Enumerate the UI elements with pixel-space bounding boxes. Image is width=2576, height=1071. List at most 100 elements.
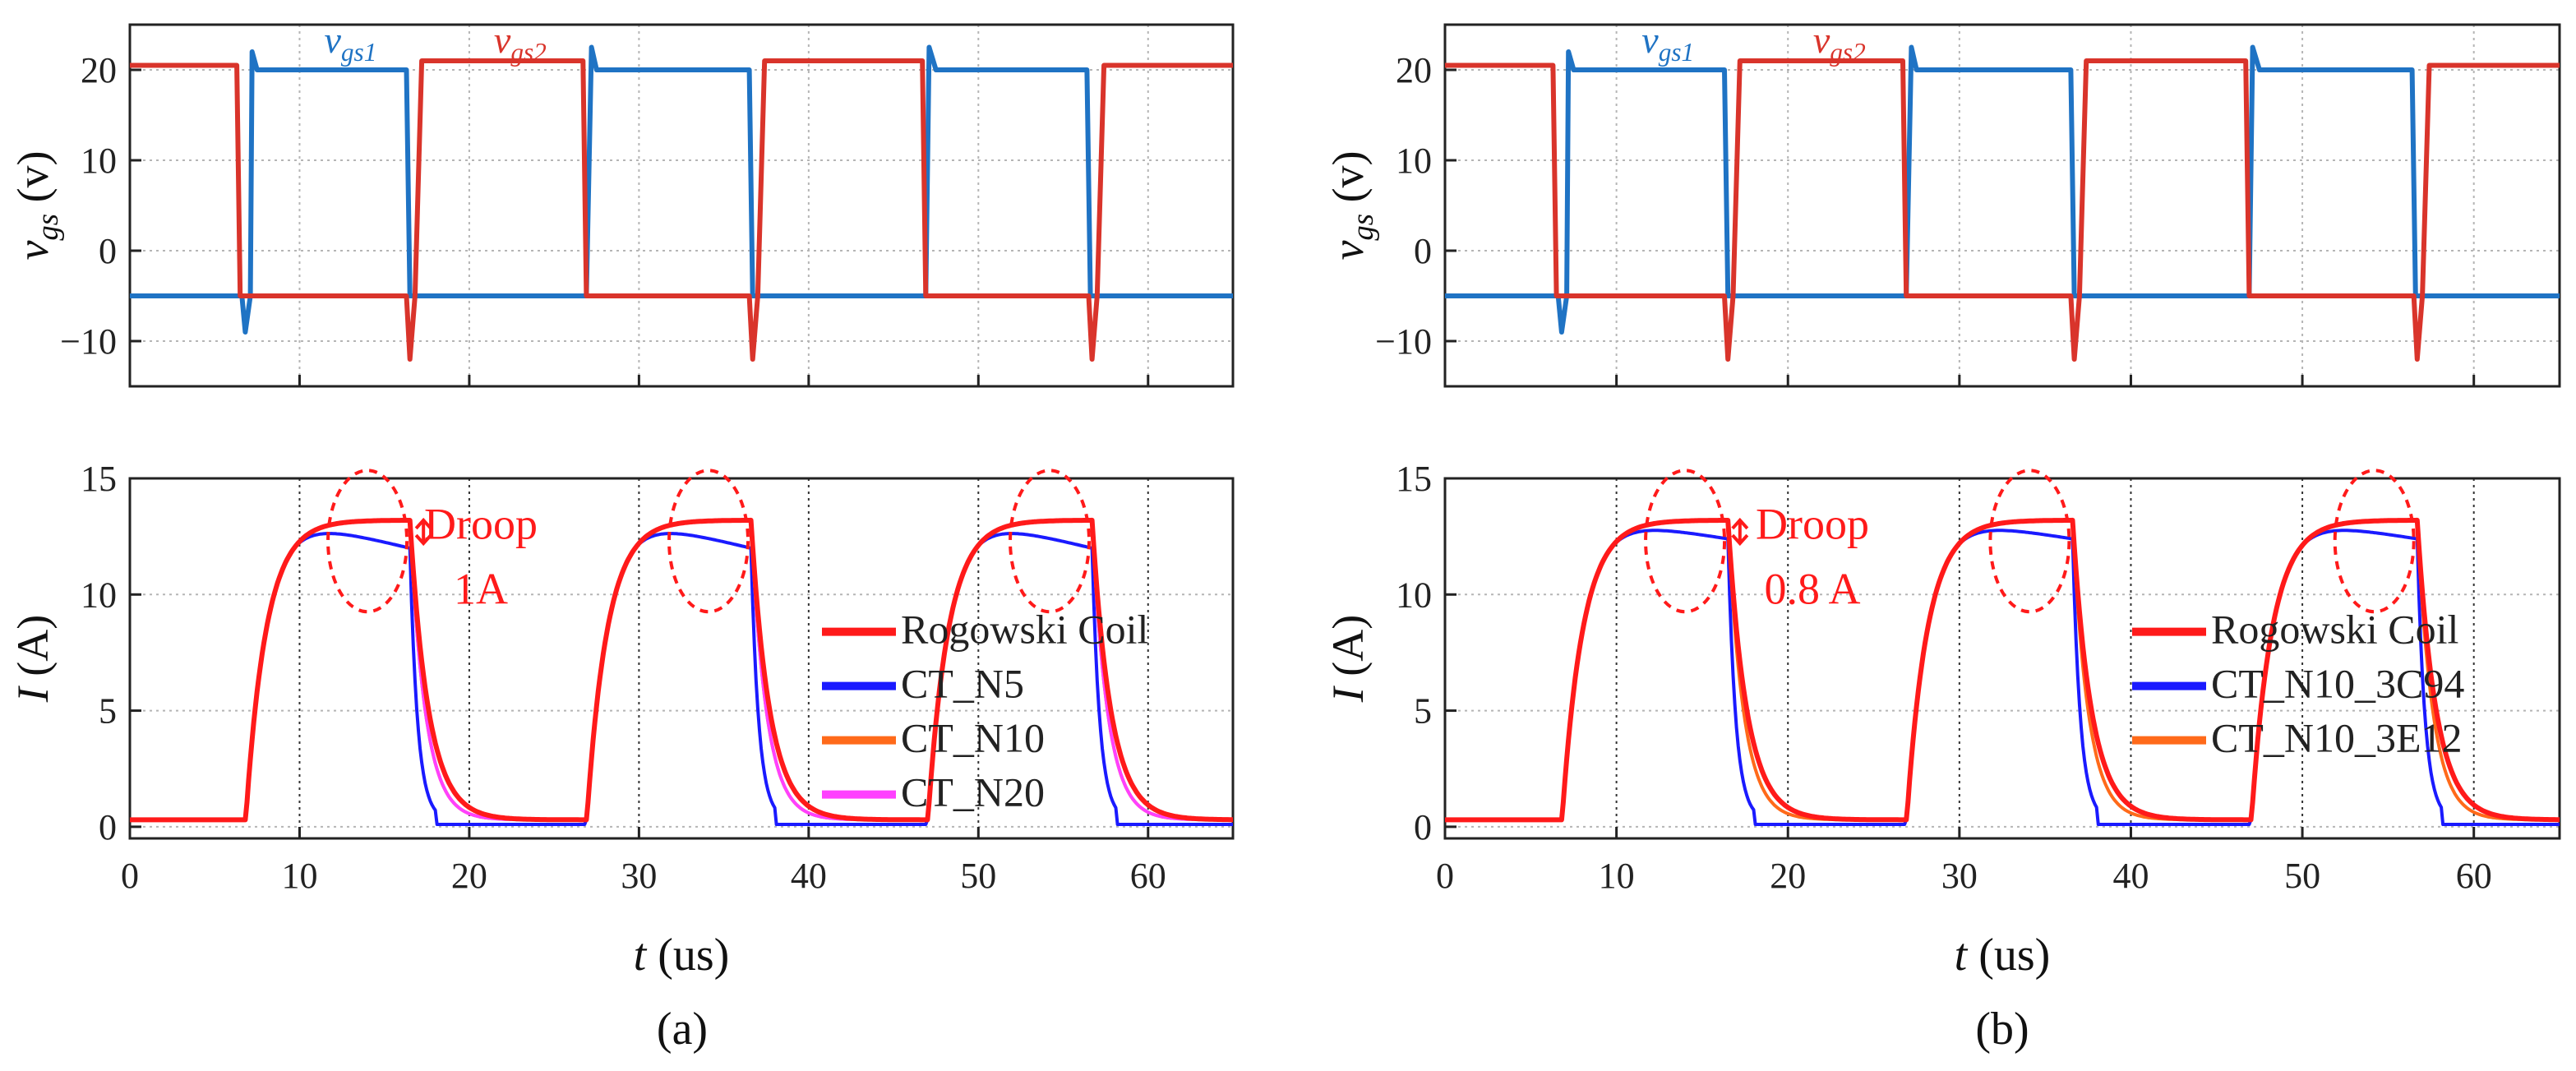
panel-b-cur-xtick-label-10: 10 — [1599, 856, 1635, 896]
panel-a-vgs-ytick-label-10: 10 — [81, 141, 117, 181]
panel-b-cur-ytick-label-10: 10 — [1396, 575, 1432, 615]
panel-a-cur-ylabel-main: I — [8, 685, 58, 703]
panel-a-cur-series-CT_N10 — [130, 518, 1233, 822]
panel-a-vgs-axes-frame — [128, 23, 1235, 388]
panel-a-cur-ytick-label-5: 5 — [99, 691, 117, 732]
panel-b-xlabel-unit: (us) — [1967, 930, 2050, 981]
panel-b-cur-ylabel-main: I — [1323, 685, 1373, 703]
panel-a-vgs-annotation-gs1: vgs1 — [324, 19, 376, 67]
panel-b-cur-droop-arrow-top — [1731, 517, 1749, 530]
panel-b-vgs-ylabel-unit: (v) — [1323, 150, 1373, 213]
panel-b-vgs-ytick-label-0: 0 — [1414, 231, 1432, 271]
panel-b-vgs-annotation-gs1: vgs1 — [1641, 19, 1694, 67]
panel-b-vgs-annotation-gs1-sub: gs1 — [1659, 38, 1694, 67]
panel-b-cur-ylabel-unit: (A) — [1323, 615, 1373, 687]
panel-b-cur-ytick-label-0: 0 — [1414, 807, 1432, 847]
panel-b-vgs-annotation-gs2-sub: gs2 — [1830, 38, 1865, 67]
panel-b-cur-xtick-label-60: 60 — [2456, 856, 2492, 896]
panel-a-cur-series-CT_N20 — [130, 518, 1233, 822]
panel-b-cur-ytick-label-5: 5 — [1414, 691, 1432, 732]
panel-b-cur-ytick-label-15: 15 — [1396, 459, 1432, 499]
panel-a-vgs-series-vgs1 — [130, 44, 1233, 335]
panel-b-vgs-series-vgs1 — [1445, 44, 2560, 335]
panel-a-cur-highlight-ellipse-1 — [326, 469, 409, 614]
panel-a-cur-xtick-label-50: 50 — [960, 856, 996, 896]
panel-a-cur-xtick-label-40: 40 — [791, 856, 827, 896]
panel-a-cur-xtick-label-30: 30 — [621, 856, 657, 896]
panel-b-vgs-ylabel-sub: gs — [1346, 214, 1379, 241]
panel-b-cur-xtick-label-50: 50 — [2284, 856, 2320, 896]
panel-a-cur-ytick-label-0: 0 — [99, 807, 117, 847]
panel-a-legend-label-Rogowski Coil: Rogowski Coil — [901, 607, 1148, 653]
panel-a-cur-droop-label-2: 1A — [454, 565, 508, 614]
panel-a-cur-ylabel: I (A) — [8, 615, 58, 703]
panel-b-cur-droop-arrow-bottom — [1731, 533, 1749, 547]
panel-b-vgs-ylabel: vgs (v) — [1323, 150, 1379, 260]
panel-b-legend-label-CT_N10_3E12: CT_N10_3E12 — [2211, 715, 2463, 761]
panel-a-vgs-ylabel-unit: (v) — [8, 150, 58, 213]
panel-b-cur-axes-frame — [1443, 477, 2561, 840]
panel-a-cur-series-CT_N5 — [130, 532, 1233, 826]
panel-a-cur-xtick-label-20: 20 — [451, 856, 487, 896]
panel-b-cur-xtick-label-40: 40 — [2112, 856, 2149, 896]
panel-a-vgs-annotation-gs1-main: v — [324, 19, 341, 61]
panel-b-vgs-ytick-label-20: 20 — [1396, 50, 1432, 90]
panel-a-cur-xtick-label-10: 10 — [281, 856, 317, 896]
panel-b-legend-label-CT_N10_3C94: CT_N10_3C94 — [2211, 661, 2464, 707]
panel-a-vgs-annotation-gs2: vgs2 — [494, 19, 547, 67]
panel-a-cur-highlight-ellipse-3 — [1009, 469, 1092, 614]
panel-a-xlabel-var: t — [634, 930, 648, 981]
panel-b-cur-droop-label-2: 0.8 A — [1764, 565, 1860, 614]
panel-a-cur-droop-arrow-bottom — [414, 533, 432, 547]
panel-a-vgs-annotation-gs2-sub: gs2 — [510, 38, 546, 67]
panel-a-cur-axes-frame — [128, 477, 1235, 840]
panel-a-legend-label-CT_N10: CT_N10 — [901, 715, 1045, 761]
panel-b-cur-highlight-ellipse-3 — [2333, 469, 2416, 614]
panel-b-cur-xtick-label-0: 0 — [1436, 856, 1454, 896]
panel-b-vgs-annotation-gs2-main: v — [1813, 19, 1830, 61]
panel-a-vgs-annotation-gs2-main: v — [494, 19, 511, 61]
panel-a-vgs-ytick-label-0: 0 — [99, 231, 117, 271]
panel-b-vgs-ylabel-main: v — [1323, 241, 1373, 261]
panel-b-xlabel: t (us) — [1955, 930, 2051, 981]
panel-b-legend-label-Rogowski Coil: Rogowski Coil — [2211, 607, 2458, 653]
panel-a-vgs-ytick-label-20: 20 — [81, 50, 117, 90]
panel-a-cur-series-Rogowski Coil — [129, 517, 1234, 823]
panel-a-caption: (a) — [657, 1004, 708, 1055]
panel-a-legend-label-CT_N20: CT_N20 — [901, 769, 1045, 815]
panel-a-xlabel: t (us) — [634, 930, 730, 981]
panel-a-vgs-ylabel-sub: gs — [30, 214, 64, 241]
panel-a-vgs-annotation-gs1-sub: gs1 — [341, 38, 376, 67]
panel-a-vgs-ylabel-main: v — [8, 241, 58, 261]
panel-a-vgs-ytick-label--10: −10 — [60, 321, 117, 362]
panel-b-cur-ylabel: I (A) — [1323, 615, 1373, 703]
panel-b-cur-droop-label-1: Droop — [1756, 499, 1869, 548]
panel-a-cur-ytick-label-10: 10 — [81, 575, 117, 615]
panel-a-cur-ylabel-unit: (A) — [8, 615, 58, 687]
panel-b-vgs-annotation-gs1-main: v — [1641, 19, 1659, 61]
panel-b-vgs-ytick-label-10: 10 — [1396, 141, 1432, 181]
panel-a-xlabel-unit: (us) — [646, 930, 729, 981]
panel-a-vgs-ylabel: vgs (v) — [8, 150, 64, 260]
panel-b-vgs-ytick-label--10: −10 — [1375, 321, 1432, 362]
panel-b-cur-series-CT_N10_3C94 — [1445, 529, 2560, 826]
panel-a-cur-xtick-label-60: 60 — [1130, 856, 1166, 896]
panel-b-xlabel-var: t — [1955, 930, 1969, 981]
panel-a-cur-droop-label-1: Droop — [424, 499, 538, 548]
panel-b-cur-xtick-label-30: 30 — [1941, 856, 1978, 896]
panel-b-cur-highlight-ellipse-1 — [1644, 469, 1727, 614]
panel-b-cur-xtick-label-20: 20 — [1770, 856, 1806, 896]
panel-b-caption: (b) — [1975, 1004, 2029, 1055]
panel-b-vgs-series-vgs2 — [1445, 58, 2560, 362]
panel-b-cur-series-Rogowski Coil — [1444, 517, 2560, 823]
panel-b-cur-highlight-ellipse-2 — [1988, 469, 2071, 614]
panel-a-cur-xtick-label-0: 0 — [121, 856, 139, 896]
panel-a-vgs-series-vgs2 — [130, 58, 1233, 362]
panel-b-vgs-annotation-gs2: vgs2 — [1813, 19, 1866, 67]
panel-a-cur-highlight-ellipse-2 — [667, 469, 750, 614]
panel-a-cur-ytick-label-15: 15 — [81, 459, 117, 499]
panel-b-vgs-axes-frame — [1443, 23, 2561, 388]
panel-a-cur-droop-arrow-top — [414, 517, 432, 530]
panel-a-legend-label-CT_N5: CT_N5 — [901, 661, 1024, 707]
